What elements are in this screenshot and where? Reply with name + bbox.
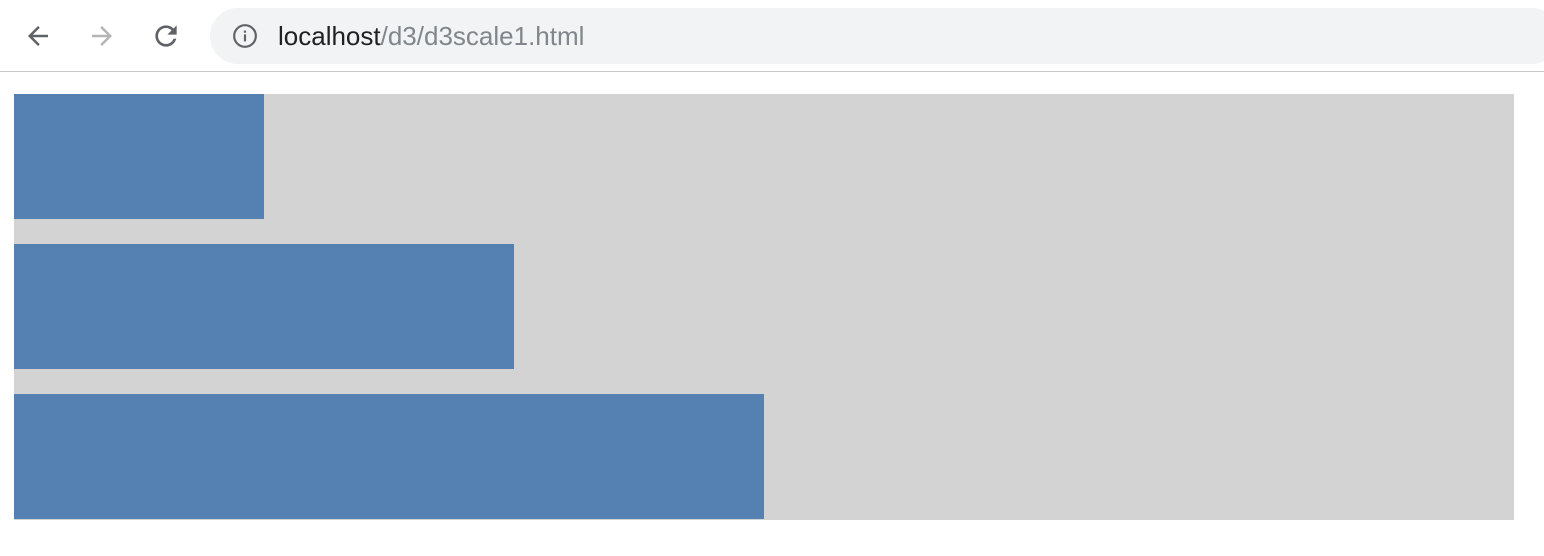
browser-toolbar: localhost/d3/d3scale1.html bbox=[0, 0, 1544, 72]
back-button[interactable] bbox=[20, 18, 56, 54]
url-path: /d3/d3scale1.html bbox=[380, 21, 585, 51]
info-icon[interactable] bbox=[232, 23, 258, 49]
url-host: localhost bbox=[278, 21, 381, 51]
forward-button[interactable] bbox=[84, 18, 120, 54]
url-text[interactable]: localhost/d3/d3scale1.html bbox=[278, 21, 584, 51]
bar-chart-svg bbox=[14, 94, 1514, 520]
address-bar[interactable]: localhost/d3/d3scale1.html bbox=[210, 8, 1544, 64]
bar-1 bbox=[14, 94, 264, 219]
arrow-left-icon bbox=[28, 26, 48, 46]
bar-3 bbox=[14, 394, 764, 519]
arrow-right-icon bbox=[92, 26, 112, 46]
reload-icon bbox=[155, 25, 177, 47]
page-content bbox=[14, 94, 1514, 520]
bar-2 bbox=[14, 244, 514, 369]
reload-button[interactable] bbox=[148, 18, 184, 54]
